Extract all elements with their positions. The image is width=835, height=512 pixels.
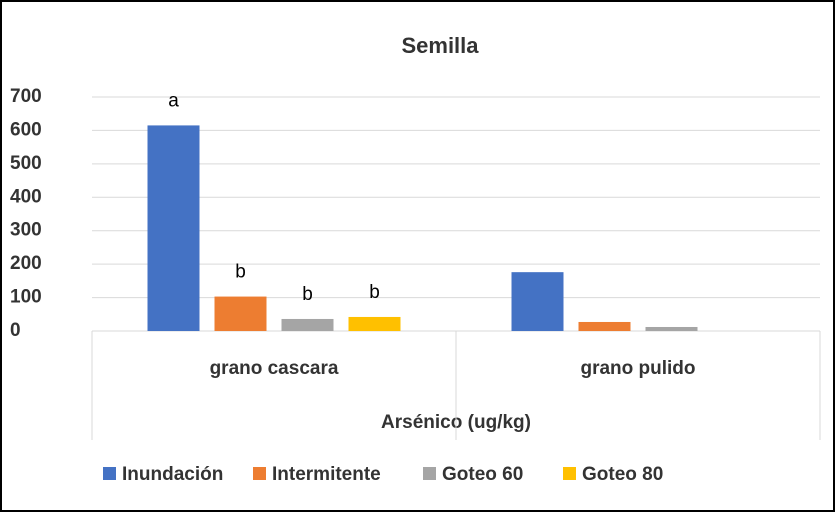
data-label: a bbox=[168, 90, 179, 111]
bar bbox=[511, 272, 564, 331]
legend-swatch bbox=[253, 467, 266, 480]
x-tick-label: grano pulido bbox=[580, 358, 695, 379]
y-tick-label: 100 bbox=[10, 287, 42, 308]
legend-label: Goteo 60 bbox=[442, 464, 523, 485]
bar bbox=[214, 296, 267, 331]
bar bbox=[645, 326, 698, 331]
y-tick-label: 200 bbox=[10, 253, 42, 274]
y-tick-label: 600 bbox=[10, 119, 42, 140]
y-tick-label: 700 bbox=[10, 86, 42, 107]
legend-swatch bbox=[563, 467, 576, 480]
legend-swatch bbox=[103, 467, 116, 480]
legend-swatch bbox=[423, 467, 436, 480]
y-tick-label: 400 bbox=[10, 186, 42, 207]
y-tick-label: 300 bbox=[10, 220, 42, 241]
legend-label: Inundación bbox=[122, 464, 223, 485]
data-label: b bbox=[235, 262, 246, 283]
data-label: b bbox=[302, 284, 313, 305]
bar bbox=[281, 318, 334, 331]
data-label: b bbox=[369, 282, 380, 303]
legend-label: Goteo 80 bbox=[582, 464, 663, 485]
bar bbox=[147, 125, 200, 332]
bar bbox=[348, 316, 401, 331]
bar bbox=[578, 321, 631, 331]
chart-title: Semilla bbox=[401, 33, 479, 58]
y-tick-label: 500 bbox=[10, 153, 42, 174]
legend-label: Intermitente bbox=[272, 464, 381, 485]
y-tick-label: 0 bbox=[10, 320, 21, 341]
x-tick-label: grano cascara bbox=[210, 358, 339, 379]
